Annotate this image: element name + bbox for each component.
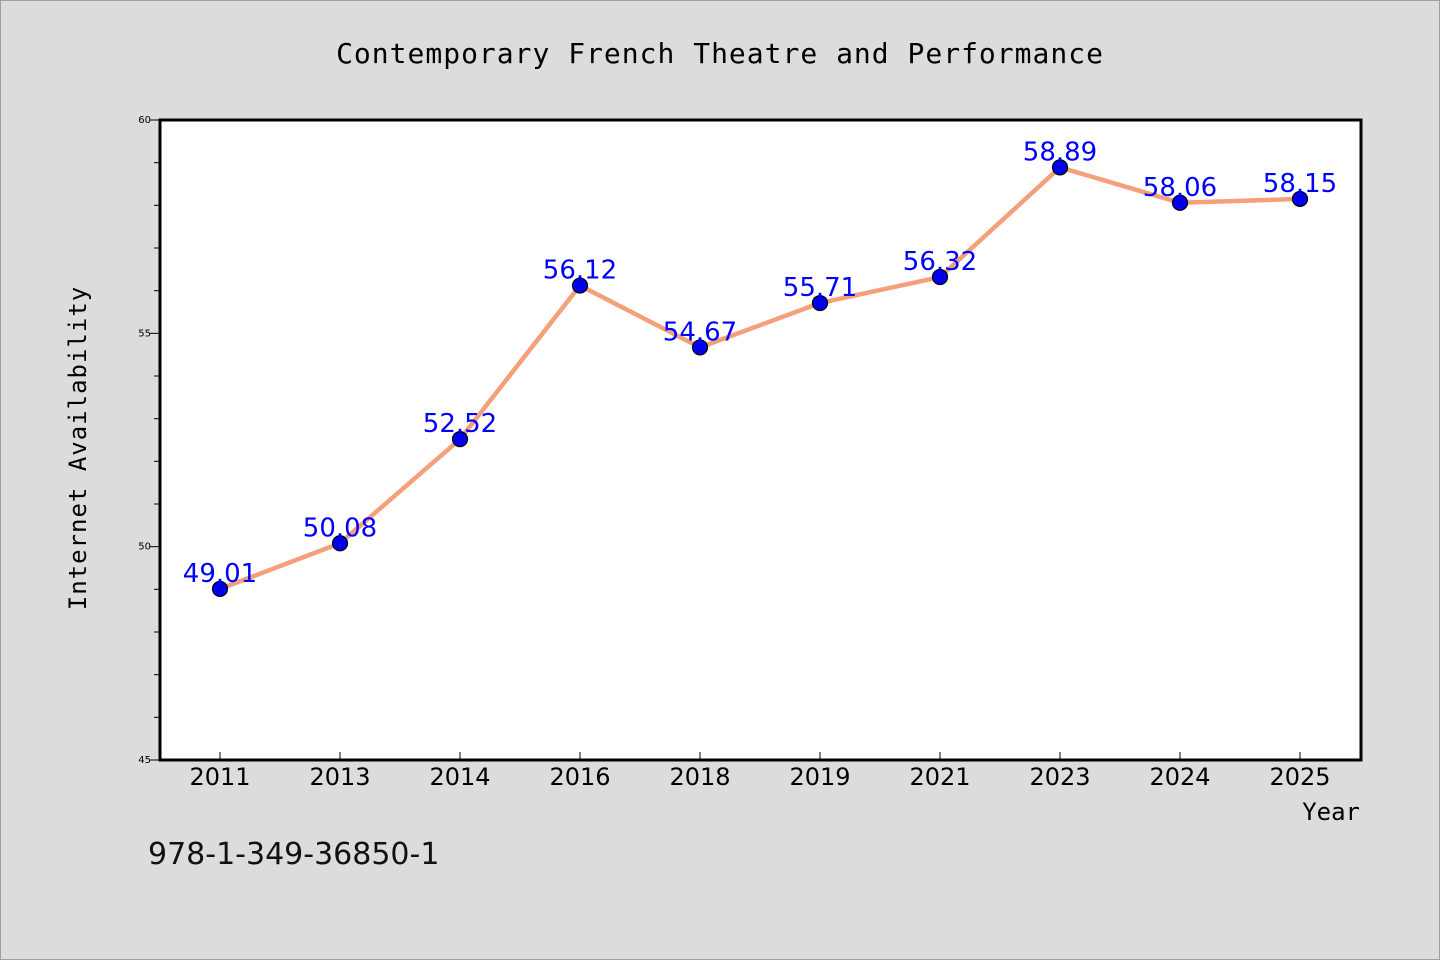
y-tick-label: 60 (138, 115, 151, 126)
x-tick-label: 2014 (429, 763, 490, 791)
plot-area (160, 120, 1361, 760)
data-label: 55.71 (783, 273, 857, 303)
y-tick-label: 50 (138, 542, 151, 553)
x-tick-label: 2025 (1269, 763, 1330, 791)
data-point (1171, 194, 1189, 211)
data-point (691, 339, 709, 356)
series-layer: 49.01 50.08 52.52 56.12 54.67 55.71 56.32 58.89… (183, 137, 1337, 598)
data-label: 52.52 (423, 409, 497, 439)
x-tick-label: 2021 (909, 763, 970, 791)
chart-title: Contemporary French Theatre and Performa… (336, 37, 1104, 70)
data-label: 49.01 (183, 559, 257, 589)
x-tick-label: 2018 (669, 763, 730, 791)
data-point (331, 535, 349, 552)
x-tick-label: 2016 (549, 763, 610, 791)
series-line (217, 165, 1303, 592)
y-axis-label: Internet Availability (64, 286, 92, 610)
data-point (451, 431, 469, 448)
y-tick-label: 45 (138, 755, 151, 766)
data-label: 50.08 (303, 513, 377, 543)
plot-frame (158, 118, 1363, 762)
data-label: 56.12 (543, 256, 617, 286)
data-label: 54.67 (663, 317, 737, 347)
data-label: 58.89 (1023, 137, 1097, 167)
y-tick-label: 55 (138, 328, 151, 339)
isbn-annotation: 978-1-349-36850-1 (148, 837, 439, 872)
x-tick-label: 2011 (189, 763, 250, 791)
data-point (1051, 159, 1069, 176)
data-point (931, 268, 949, 286)
data-point (811, 294, 829, 312)
x-tick-label: 2019 (789, 763, 850, 791)
data-label: 58.06 (1143, 173, 1217, 203)
data-point (1291, 190, 1309, 208)
data-label: 58.15 (1263, 169, 1337, 199)
x-axis-ticks: 2011 2013 2014 2016 2018 2019 2021 2023 2024 2025 (189, 752, 1331, 791)
data-point (571, 277, 589, 294)
x-tick-label: 2013 (309, 763, 370, 791)
x-axis-label: Year (1302, 798, 1360, 826)
data-label: 56.32 (903, 247, 977, 277)
x-tick-label: 2024 (1149, 763, 1210, 791)
x-tick-label: 2023 (1029, 763, 1090, 791)
data-point (211, 580, 229, 598)
